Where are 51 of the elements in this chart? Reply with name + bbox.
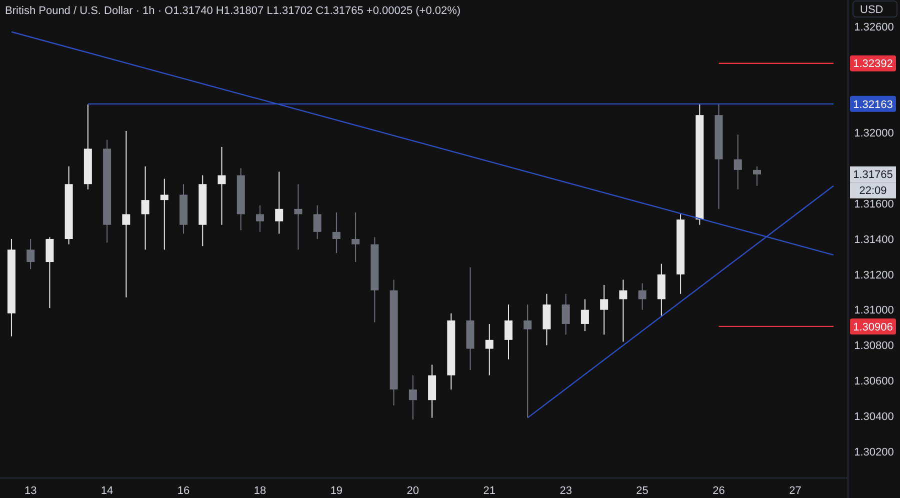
candlestick <box>275 171 284 234</box>
candlestick <box>600 284 608 336</box>
candlestick <box>580 298 589 332</box>
candlestick <box>504 304 512 360</box>
series-label: 1.32163 <box>853 98 893 111</box>
candlestick <box>26 238 35 270</box>
y-tick-label: 1.31000 <box>854 304 894 317</box>
candlestick <box>313 204 322 240</box>
candlestick <box>619 279 628 342</box>
x-tick-label: 20 <box>406 484 420 497</box>
candlestick <box>332 212 340 254</box>
candlestick <box>352 212 360 263</box>
y-tick-label: 1.32000 <box>854 128 894 140</box>
x-tick-label: 25 <box>636 484 648 497</box>
candlestick <box>218 146 226 226</box>
y-tick-label: 1.30400 <box>854 410 894 423</box>
x-tick-label: 27 <box>789 484 802 497</box>
candlestick <box>638 282 646 310</box>
x-tick-label: 18 <box>254 484 266 497</box>
candlestick <box>753 166 762 186</box>
candlestick <box>256 204 264 232</box>
y-tick-label: 1.31200 <box>854 269 894 282</box>
candlestick <box>141 166 150 250</box>
candlestick <box>485 323 494 376</box>
candlestick <box>562 293 570 336</box>
y-tick-label: 1.30800 <box>854 340 894 352</box>
candlestick <box>122 130 130 298</box>
y-tick-label: 1.32600 <box>854 21 894 34</box>
x-tick-label: 16 <box>177 484 190 497</box>
x-tick-label: 26 <box>712 484 725 497</box>
x-tick-label: 23 <box>560 484 572 497</box>
chart-title: British Pound / U.S. Dollar · 1h · O1.31740 H1.31807 L1.31702 C1.31765 +0.00025 (+0.02%) <box>5 4 461 17</box>
y-axis-title: USD <box>860 4 884 16</box>
series-label: 1.32392 <box>853 58 893 70</box>
y-tick-label: 1.31400 <box>854 234 894 246</box>
candlestick <box>294 184 302 250</box>
text: 1.31765 <box>853 169 893 182</box>
series-label: 1.30906 <box>853 321 893 334</box>
y-tick-label: 1.31600 <box>854 198 894 210</box>
candlestick <box>734 134 742 190</box>
x-tick-label: 14 <box>100 484 114 497</box>
x-tick-label: 21 <box>483 484 496 497</box>
y-tick-label: 1.30200 <box>854 446 894 458</box>
candlestick <box>524 304 532 418</box>
candlestick <box>160 178 168 250</box>
x-tick-label: 13 <box>24 484 37 497</box>
candlestick <box>46 236 54 309</box>
y-tick-label: 1.30600 <box>854 375 894 388</box>
candlestick <box>408 374 417 420</box>
text: 22:09 <box>859 185 887 198</box>
x-tick-label: 19 <box>330 484 343 497</box>
